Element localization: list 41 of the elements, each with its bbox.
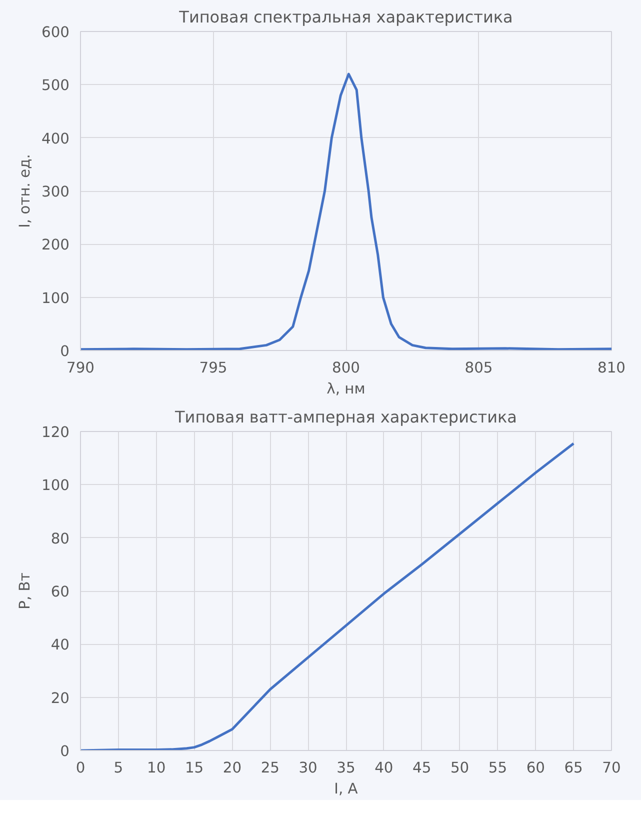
y-tick-label: 60	[50, 584, 70, 600]
x-tick-label: 805	[464, 360, 493, 376]
x-tick-label: 5	[114, 760, 124, 776]
x-tick-label: 35	[336, 760, 356, 776]
x-tick-label: 810	[598, 360, 626, 376]
line-series	[80, 442, 575, 750]
x-tick-label: 800	[332, 360, 360, 376]
y-tick-label: 600	[42, 24, 70, 41]
x-axis-title: I, А	[334, 780, 358, 798]
x-tick-label: 15	[184, 760, 204, 776]
y-tick-label: 100	[42, 477, 70, 494]
x-tick-label: 25	[260, 760, 280, 776]
x-tick-label: 60	[526, 760, 545, 776]
x-tick-label: 795	[199, 360, 228, 376]
x-tick-label: 790	[66, 360, 94, 376]
y-tick-label: 400	[42, 130, 70, 148]
y-tick-label: 300	[42, 184, 70, 200]
y-tick-label: 120	[42, 424, 70, 441]
y-axis-title: I, отн. ед.	[16, 154, 34, 228]
y-tick-label: 40	[50, 636, 70, 654]
x-tick-label: 55	[488, 760, 508, 776]
x-tick-label: 30	[298, 760, 318, 776]
y-tick-label: 0	[60, 743, 70, 760]
y-tick-label: 20	[50, 690, 70, 707]
x-tick-label: 65	[564, 760, 583, 776]
chart-title: Типовая спектральная характеристика	[178, 8, 513, 26]
y-tick-label: 80	[50, 530, 70, 548]
x-tick-label: 10	[147, 760, 166, 776]
x-tick-label: 45	[412, 760, 432, 776]
y-tick-label: 100	[42, 290, 70, 307]
x-axis-title: λ, нм	[326, 380, 366, 398]
x-tick-label: 40	[374, 760, 394, 776]
x-tick-label: 20	[222, 760, 242, 776]
x-tick-label: 0	[76, 760, 86, 776]
x-tick-label: 50	[450, 760, 470, 776]
x-tick-label: 70	[602, 760, 621, 776]
y-tick-label: 0	[60, 343, 70, 360]
y-tick-label: 200	[42, 236, 70, 254]
chart-title: Типовая ватт-амперная характеристика	[174, 408, 517, 426]
y-axis-title: P, Вт	[16, 572, 34, 610]
y-tick-label: 500	[42, 77, 70, 94]
